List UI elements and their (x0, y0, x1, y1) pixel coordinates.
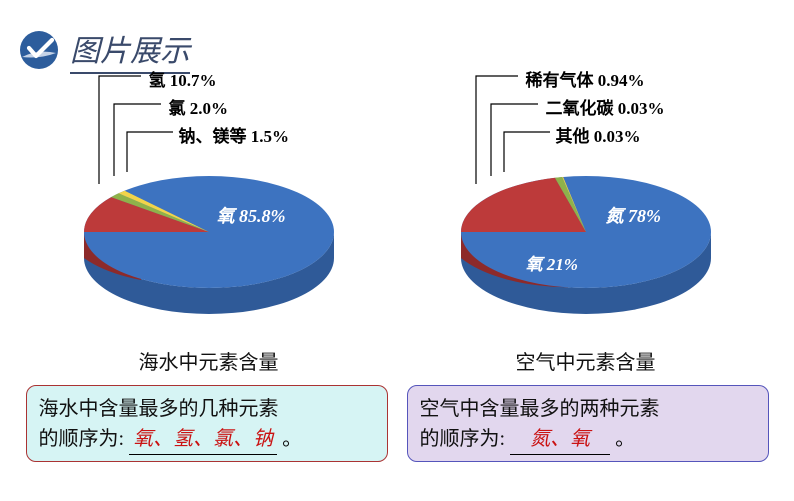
callouts-right: 稀有气体 0.94% 二氧化碳 0.03% 其他 0.03% (406, 64, 766, 154)
prompt-right-l1: 空气中含量最多的两种元素 (420, 398, 660, 420)
pie-air: 氮 78% 氧 21% (446, 154, 726, 324)
prompt-left-l2: 的顺序为: (39, 428, 125, 450)
pie-main-label-left: 氧 85.8% (217, 202, 286, 228)
caption-seawater: 海水中元素含量 (29, 346, 389, 375)
answer-box-seawater: 海水中含量最多的几种元素 的顺序为: 氧、氢、氯、钠 。 (26, 385, 388, 462)
callouts-left: 氢 10.7% 氯 2.0% 钠、镁等 1.5% (29, 64, 389, 154)
answer-row: 海水中含量最多的几种元素 的顺序为: 氧、氢、氯、钠 。 空气中含量最多的两种元… (0, 385, 794, 462)
fill-left: 氧、氢、氯、钠 (129, 424, 277, 455)
fill-right: 氮、氧 (510, 424, 610, 455)
pie-air-svg (446, 154, 726, 324)
prompt-left-l1: 海水中含量最多的几种元素 (39, 398, 279, 420)
chart-air: 稀有气体 0.94% 二氧化碳 0.03% 其他 0.03% (406, 64, 766, 375)
suffix-left: 。 (282, 428, 302, 450)
caption-air: 空气中元素含量 (406, 346, 766, 375)
answer-box-air: 空气中含量最多的两种元素 的顺序为: 氮、氧 。 (407, 385, 769, 462)
header: 图片展示 (0, 0, 794, 74)
charts-row: 氢 10.7% 氯 2.0% 钠、镁等 1.5% (0, 64, 794, 375)
pie-second-label-right: 氧 21% (526, 250, 578, 275)
chart-seawater: 氢 10.7% 氯 2.0% 钠、镁等 1.5% (29, 64, 389, 375)
pie-main-label-right: 氮 78% (606, 202, 662, 228)
pie-seawater-svg (69, 154, 349, 324)
suffix-right: 。 (615, 428, 635, 450)
pie-seawater: 氧 85.8% (69, 154, 349, 324)
prompt-right-l2: 的顺序为: (420, 428, 506, 450)
